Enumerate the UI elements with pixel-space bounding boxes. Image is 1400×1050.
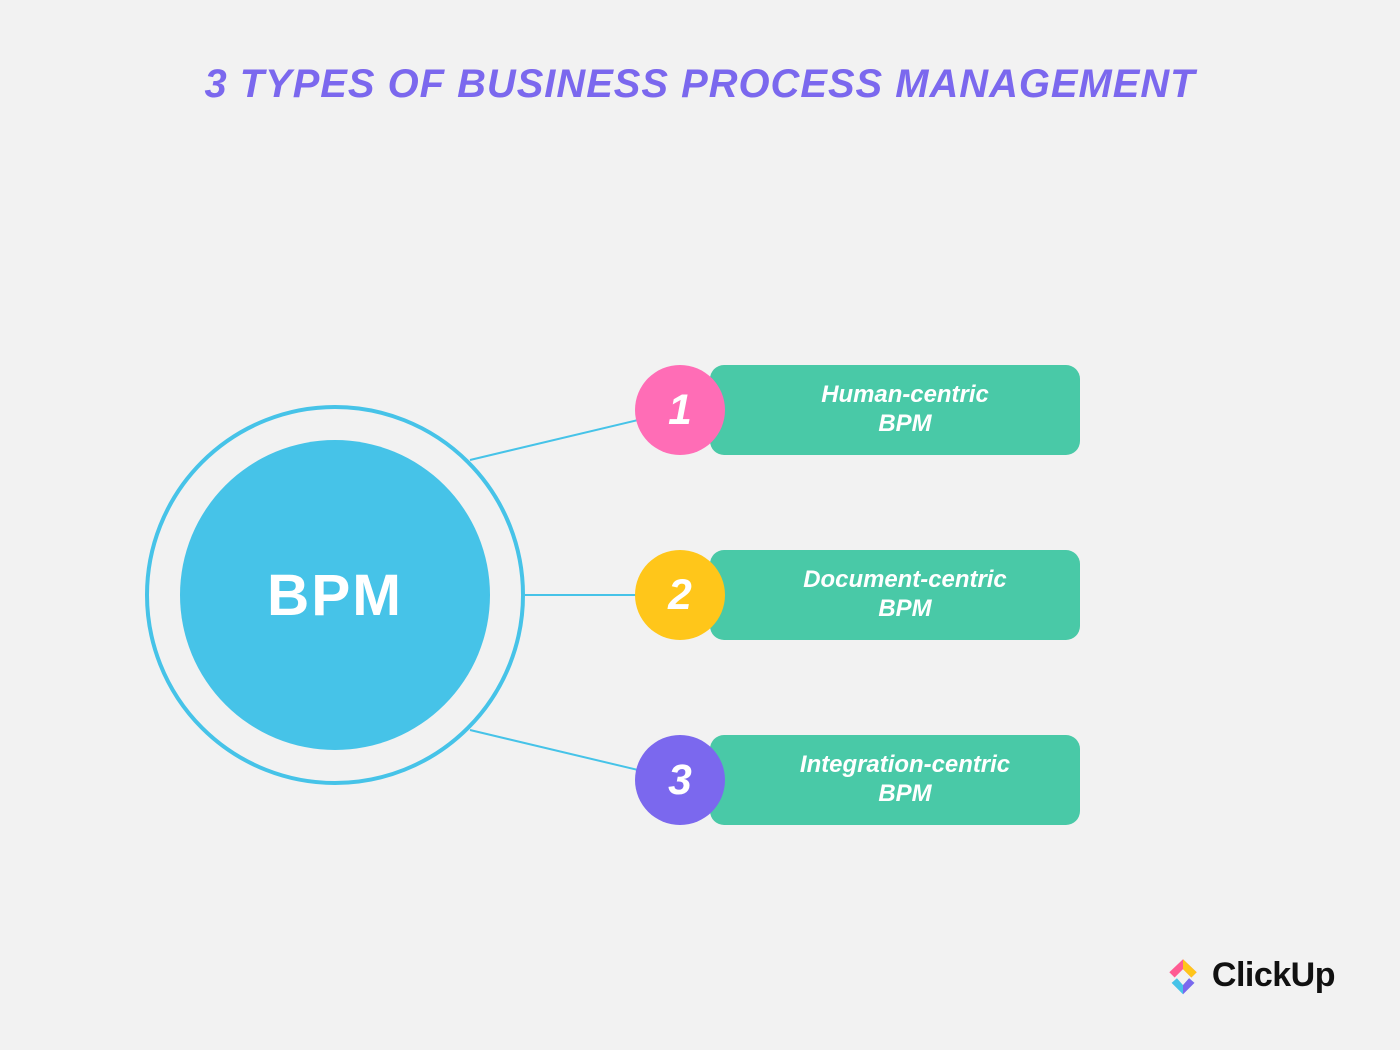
item-label-1: Human-centricBPM: [821, 381, 989, 438]
item-label-3: Integration-centricBPM: [800, 751, 1010, 808]
brand-name: ClickUp: [1212, 956, 1335, 995]
item-pill-1: Human-centricBPM: [710, 365, 1080, 455]
item-number-2: 2: [668, 571, 692, 620]
item-number-1: 1: [668, 386, 692, 435]
page-title: 3 TYPES OF BUSINESS PROCESS MANAGEMENT: [0, 60, 1400, 110]
item-badge-2: 2: [635, 550, 725, 640]
hub-label: BPM: [267, 562, 403, 629]
item-number-3: 3: [668, 756, 692, 805]
hub-circle: BPM: [180, 440, 490, 750]
item-label-2: Document-centricBPM: [803, 566, 1007, 623]
brand-mark-icon: [1164, 957, 1202, 995]
brand-logo: ClickUp: [1164, 956, 1335, 995]
item-badge-3: 3: [635, 735, 725, 825]
item-pill-3: Integration-centricBPM: [710, 735, 1080, 825]
item-pill-2: Document-centricBPM: [710, 550, 1080, 640]
item-badge-1: 1: [635, 365, 725, 455]
